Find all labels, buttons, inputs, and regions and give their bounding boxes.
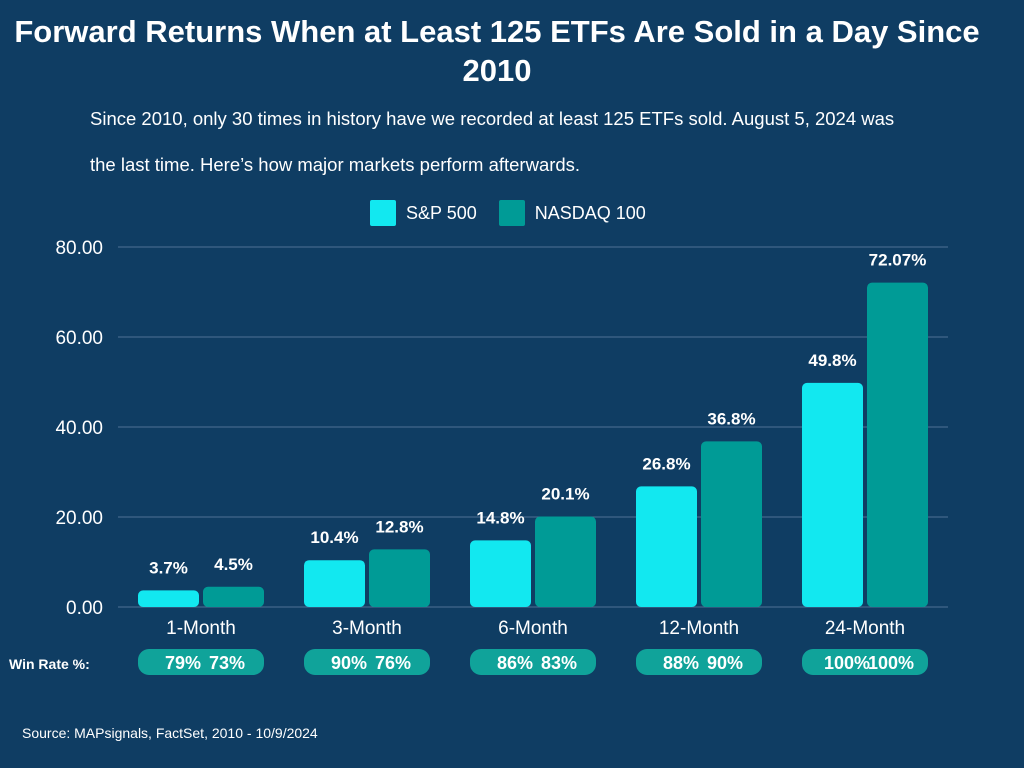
win-rate-pill	[636, 649, 762, 675]
x-tick-label: 12-Month	[659, 618, 739, 639]
legend-label-sp500: S&P 500	[406, 202, 477, 223]
win-rate-pill	[304, 649, 430, 675]
legend-swatch-nasdaq	[498, 200, 525, 226]
bar-nasdaq	[203, 586, 264, 607]
legend-item-sp500: S&P 500	[370, 200, 477, 226]
win-rate-nasdaq: 73%	[209, 653, 245, 673]
bar-nasdaq	[701, 441, 762, 607]
data-label: 26.8%	[642, 454, 690, 473]
chart-title: Forward Returns When at Least 125 ETFs A…	[14, 14, 980, 88]
legend-item-nasdaq: NASDAQ 100	[498, 200, 646, 226]
legend-swatch-sp500	[370, 200, 396, 226]
bar-nasdaq	[867, 282, 928, 607]
y-tick-label: 60.00	[55, 328, 103, 349]
legend: S&P 500 NASDAQ 100	[370, 200, 646, 226]
x-tick-label: 1-Month	[166, 618, 236, 639]
data-label: 12.8%	[375, 517, 423, 536]
win-rate-label: Win Rate %:	[9, 656, 90, 672]
source-note: Source: MAPsignals, FactSet, 2010 - 10/9…	[22, 725, 318, 741]
win-rate-pill	[470, 649, 596, 675]
win-rate-sp500: 90%	[331, 653, 367, 673]
bar-nasdaq	[369, 549, 430, 607]
data-label: 14.8%	[476, 508, 524, 527]
x-tick-label: 3-Month	[332, 618, 402, 639]
win-rate-nasdaq: 100%	[868, 653, 914, 673]
win-rate-pill	[138, 649, 264, 675]
legend-label-nasdaq: NASDAQ 100	[534, 202, 646, 223]
x-tick-label: 6-Month	[498, 618, 568, 639]
win-rate-sp500: 100%	[824, 653, 870, 673]
y-tick-label: 40.00	[55, 418, 103, 439]
win-rate-pill	[802, 649, 928, 675]
bar-nasdaq	[535, 516, 596, 607]
bar-sp500	[138, 590, 199, 607]
win-rate-sp500: 88%	[663, 653, 699, 673]
win-rate-nasdaq: 83%	[541, 653, 577, 673]
x-tick-label: 24-Month	[825, 618, 905, 639]
data-label: 3.7%	[149, 558, 188, 577]
win-rate-sp500: 86%	[497, 653, 533, 673]
data-label: 4.5%	[214, 555, 253, 574]
data-label: 10.4%	[310, 528, 358, 547]
win-rate-nasdaq: 76%	[375, 653, 411, 673]
data-label: 20.1%	[541, 485, 589, 504]
chart-subtitle: Since 2010, only 30 times in history hav…	[90, 108, 895, 175]
data-label: 49.8%	[808, 351, 856, 370]
bar-sp500	[470, 540, 531, 607]
y-tick-label: 0.00	[66, 598, 103, 619]
win-rate-nasdaq: 90%	[707, 653, 743, 673]
bar-sp500	[636, 486, 697, 607]
y-tick-label: 20.00	[55, 508, 103, 529]
win-rate-sp500: 79%	[165, 653, 201, 673]
bar-sp500	[304, 560, 365, 607]
data-label: 72.07%	[869, 251, 927, 270]
data-label: 36.8%	[707, 409, 755, 428]
bar-sp500	[802, 382, 863, 607]
y-tick-label: 80.00	[55, 238, 103, 259]
